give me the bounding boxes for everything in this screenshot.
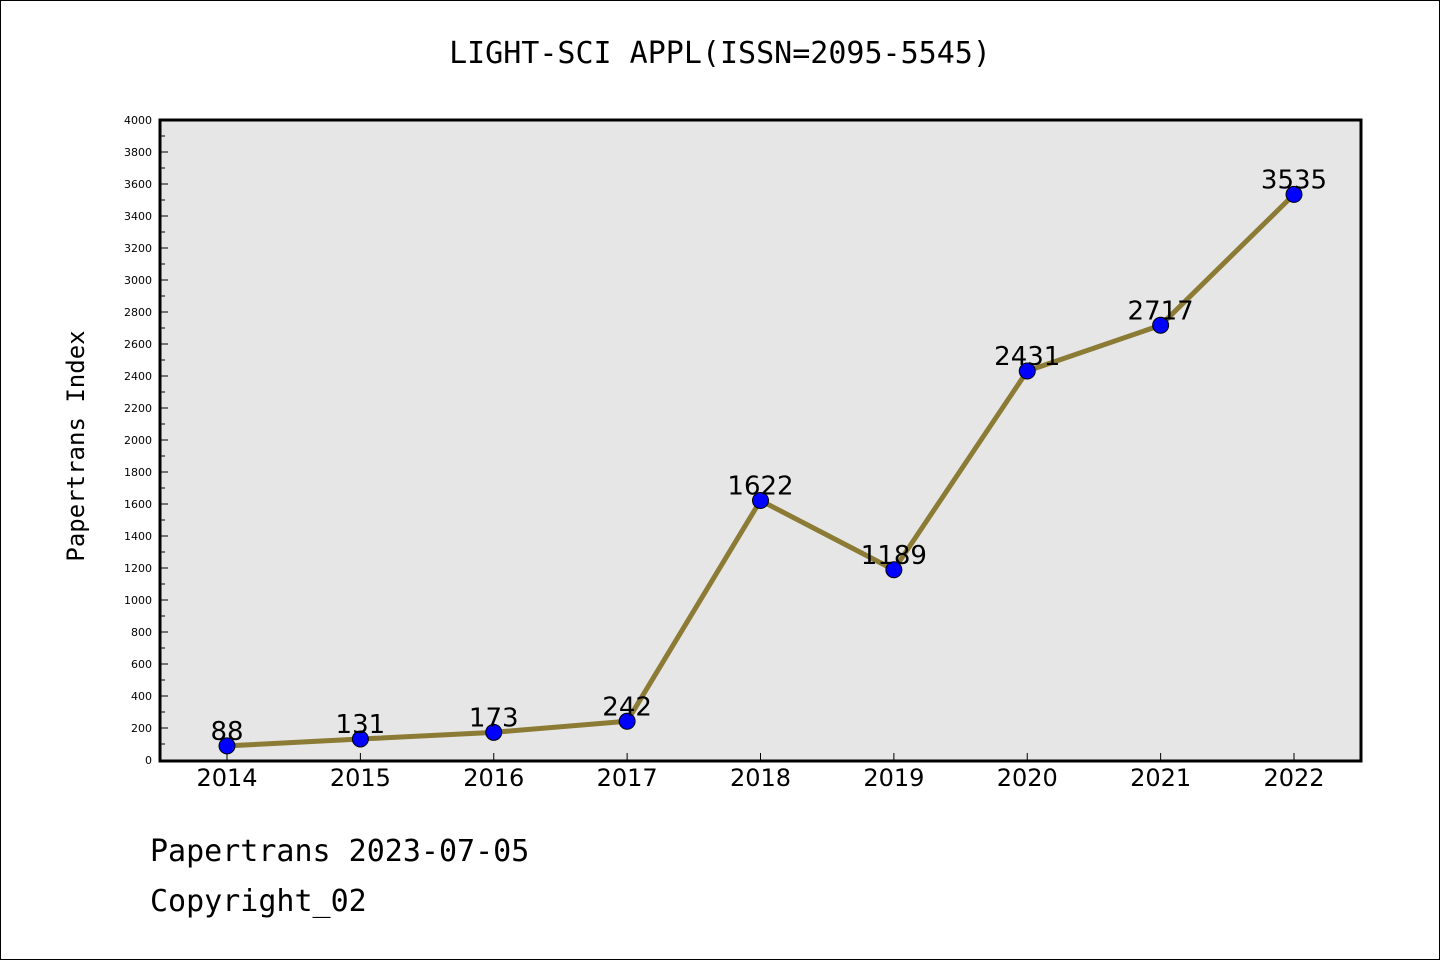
data-label: 2717 (1128, 296, 1194, 326)
y-tick-label: 3200 (124, 242, 152, 255)
data-label: 2431 (994, 342, 1060, 372)
data-point (485, 723, 503, 741)
y-tick-label: 3600 (124, 178, 152, 191)
data-label: 242 (602, 692, 652, 722)
y-tick-label: 3400 (124, 210, 152, 223)
y-tick-label: 1800 (124, 466, 152, 479)
x-tick-label: 2022 (1263, 764, 1324, 792)
data-point (1152, 316, 1170, 334)
y-tick-label: 3800 (124, 146, 152, 159)
x-tick-label: 2014 (196, 764, 257, 792)
data-label: 173 (469, 703, 519, 733)
x-tick-label: 2018 (730, 764, 791, 792)
data-point (752, 491, 769, 509)
data-label: 1622 (727, 471, 793, 501)
x-tick-label: 2021 (1130, 764, 1191, 792)
y-tick-label: 1200 (124, 562, 152, 575)
y-tick-label: 3000 (124, 274, 152, 287)
data-point (885, 561, 903, 579)
x-tick-label: 2017 (597, 764, 658, 792)
data-label: 131 (336, 710, 386, 740)
footer-date: Papertrans 2023-07-05 (150, 834, 530, 869)
y-tick-label: 1600 (124, 498, 152, 511)
data-label: 3535 (1261, 165, 1327, 195)
y-tick-label: 1400 (124, 530, 152, 543)
y-tick-label: 2000 (124, 434, 152, 447)
y-tick-label: 1000 (124, 594, 152, 607)
data-point (218, 737, 236, 755)
y-tick-label: 2600 (124, 338, 152, 351)
x-tick-label: 2020 (997, 764, 1058, 792)
x-tick-label: 2016 (463, 764, 524, 792)
footer-copyright: Copyright_02 (150, 884, 367, 919)
data-point (351, 730, 369, 748)
plot-area (160, 120, 1361, 761)
y-tick-label: 4000 (124, 114, 152, 127)
data-label: 1189 (861, 541, 927, 571)
y-tick-label: 200 (131, 722, 152, 735)
y-tick-label: 600 (131, 658, 152, 671)
y-tick-label: 400 (131, 690, 152, 703)
chart-title: LIGHT-SCI APPL(ISSN=2095-5545) (449, 36, 991, 71)
data-label: 88 (210, 717, 243, 747)
x-tick-label: 2015 (330, 764, 391, 792)
y-tick-label: 2400 (124, 370, 152, 383)
y-tick-label: 0 (145, 754, 152, 767)
y-tick-label: 800 (131, 626, 152, 639)
y-tick-label: 2800 (124, 306, 152, 319)
y-tick-label: 2200 (124, 402, 152, 415)
x-tick-label: 2019 (863, 764, 924, 792)
data-point (618, 712, 636, 730)
data-point (1018, 362, 1036, 380)
data-point (1285, 185, 1303, 203)
